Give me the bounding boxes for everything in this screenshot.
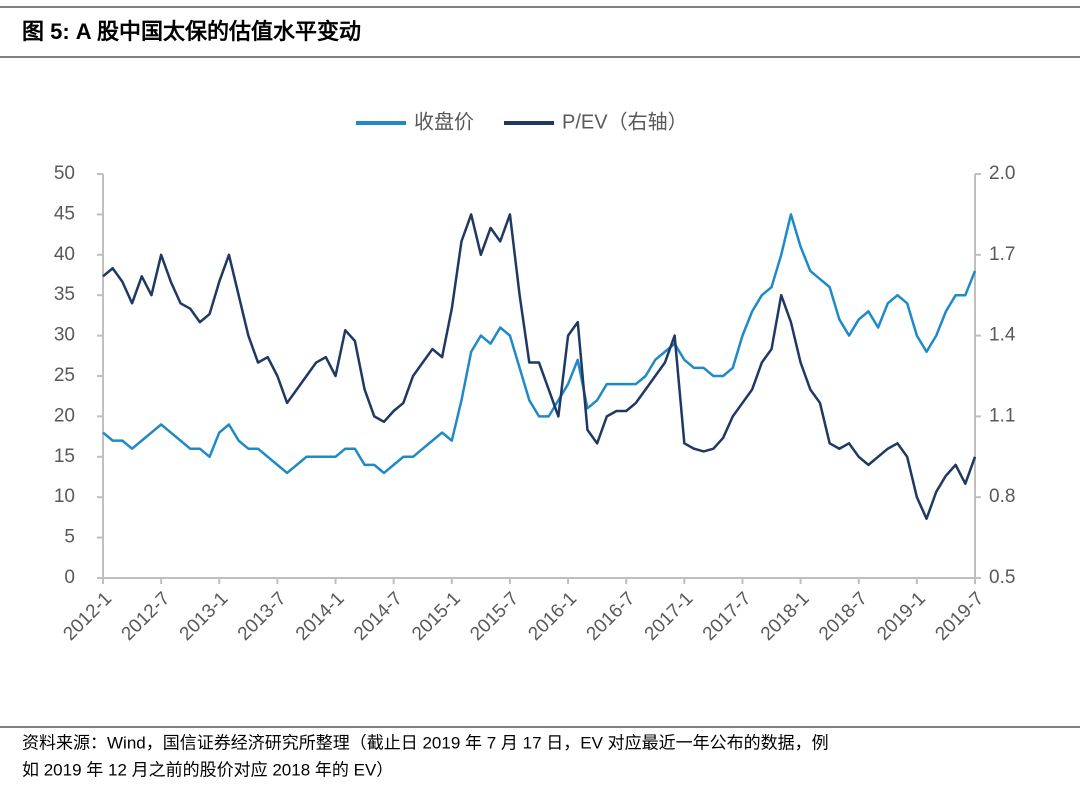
source: 资料来源：Wind，国信证券经济研究所整理（截止日 2019 年 7 月 17 … xyxy=(22,733,829,752)
x-tick-label: 2014-7 xyxy=(350,588,407,645)
y-tick-label: 0 xyxy=(64,567,75,588)
y-tick-label: 30 xyxy=(54,325,75,346)
series-line xyxy=(102,213,977,520)
y2-tick-label: 1.1 xyxy=(989,405,1015,426)
x-tick-label: 2013-7 xyxy=(234,588,291,645)
y-tick-label: 5 xyxy=(64,527,75,548)
y2-tick-label: 0.5 xyxy=(989,567,1015,588)
x-tick-label: 2012-1 xyxy=(59,588,116,645)
series-line xyxy=(102,213,977,475)
y-tick-label: 25 xyxy=(54,365,75,386)
x-tick-label: 2016-7 xyxy=(583,588,640,645)
x-tick-label: 2015-1 xyxy=(408,588,465,645)
legend-label: 收盘价 xyxy=(414,110,474,133)
y-tick-label: 10 xyxy=(54,486,75,507)
y-tick-label: 35 xyxy=(54,284,75,305)
x-tick-label: 2013-1 xyxy=(176,588,233,645)
source: 如 2019 年 12 月之前的股价对应 2018 年的 EV） xyxy=(22,760,393,779)
y-tick-label: 50 xyxy=(54,163,75,184)
x-tick-label: 2015-7 xyxy=(466,588,523,645)
x-tick-label: 2012-7 xyxy=(118,588,175,645)
x-tick-label: 2016-1 xyxy=(524,588,581,645)
y-tick-label: 20 xyxy=(54,405,75,426)
legend-label: P/EV（右轴） xyxy=(562,110,688,133)
title: 图 5: A 股中国太保的估值水平变动 xyxy=(22,19,361,44)
x-tick-label: 2019-7 xyxy=(931,588,988,645)
y2-tick-label: 1.4 xyxy=(989,325,1016,346)
x-tick-label: 2017-1 xyxy=(641,588,698,645)
y2-tick-label: 0.8 xyxy=(989,486,1015,507)
y2-tick-label: 1.7 xyxy=(989,244,1015,265)
y-tick-label: 40 xyxy=(54,244,75,265)
x-tick-label: 2014-1 xyxy=(292,588,349,645)
x-tick-label: 2018-1 xyxy=(757,588,814,645)
y-tick-label: 15 xyxy=(54,446,75,467)
x-tick-label: 2018-7 xyxy=(815,588,872,645)
y-tick-label: 45 xyxy=(54,203,75,224)
x-tick-label: 2019-1 xyxy=(873,588,930,645)
y2-tick-label: 2.0 xyxy=(989,163,1015,184)
x-tick-label: 2017-7 xyxy=(699,588,756,645)
